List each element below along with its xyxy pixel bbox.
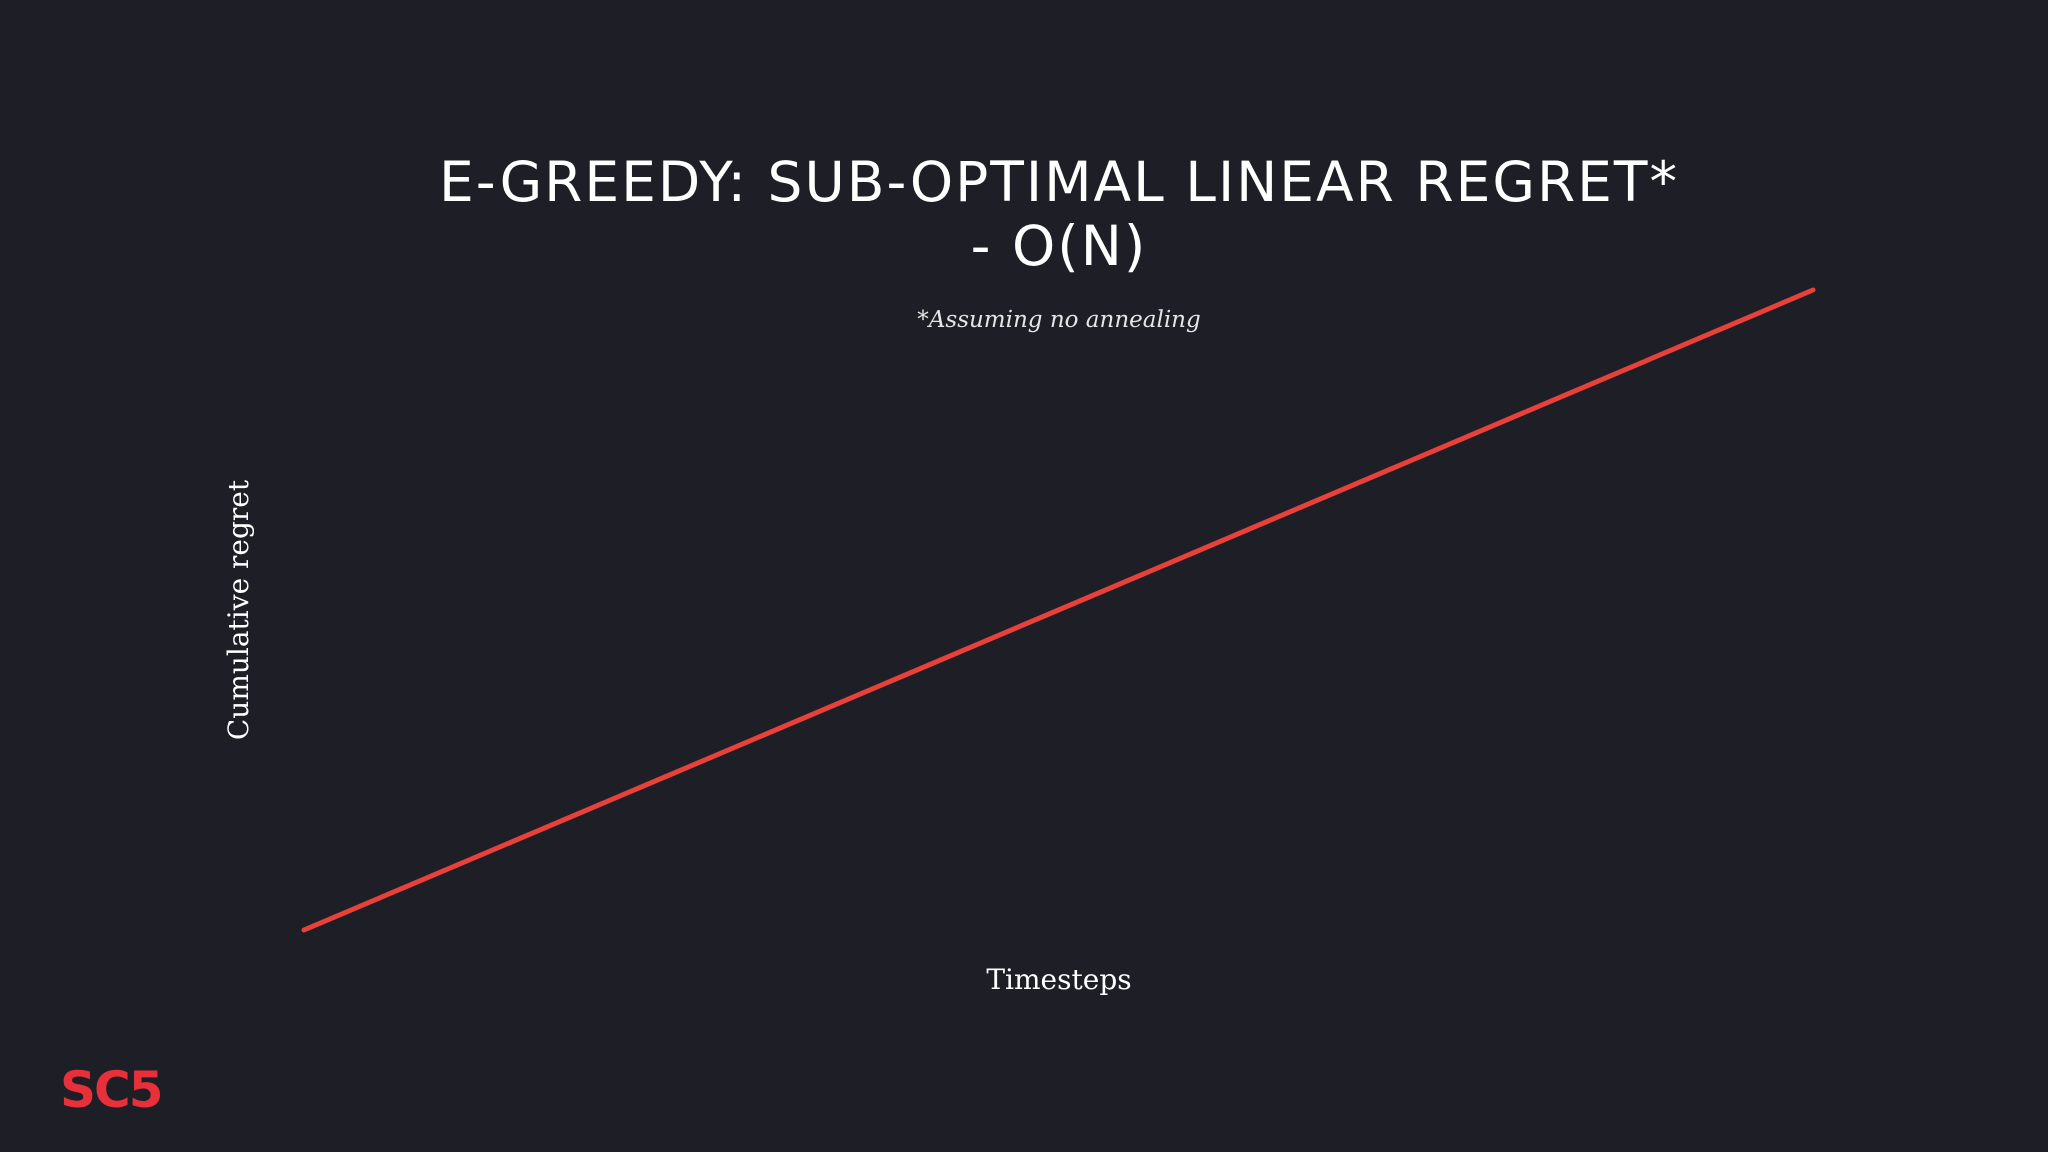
page-title: E-GREEDY: SUB-OPTIMAL LINEAR REGRET* - O…	[274, 150, 1844, 278]
x-axis-label: Timesteps	[986, 963, 1131, 996]
title-line-1: E-GREEDY: SUB-OPTIMAL LINEAR REGRET*	[438, 150, 1680, 214]
footnote-subtitle: *Assuming no annealing	[917, 307, 1201, 333]
series-layer	[301, 287, 1816, 933]
y-axis-label: Cumulative regret	[222, 479, 255, 740]
sc5-logo: SC5	[60, 1061, 163, 1119]
title-line-2: - O(N)	[970, 214, 1148, 278]
regret-line-series-0	[301, 287, 1816, 933]
